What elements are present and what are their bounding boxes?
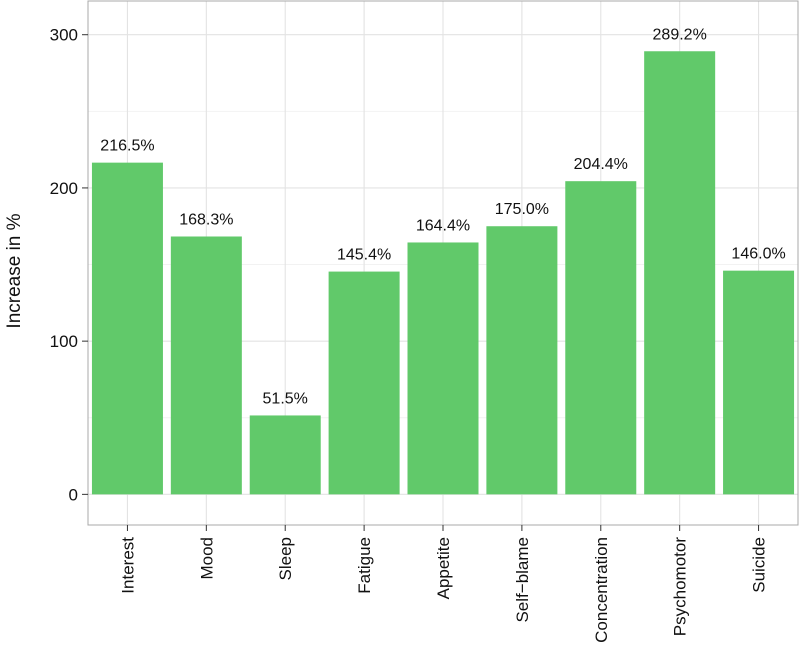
bar-suicide: [723, 270, 795, 495]
x-tick-label: Psychomotor: [671, 537, 690, 637]
data-label: 204.4%: [574, 156, 628, 173]
data-label: 216.5%: [100, 138, 154, 155]
x-tick-label: Concentration: [592, 537, 611, 643]
bars: [91, 51, 795, 495]
bar-psychomotor: [644, 51, 716, 495]
data-labels: 216.5% 168.3% 51.5% 145.4% 164.4% 175.0% 204.4…: [100, 26, 785, 407]
x-tick-label: Appetite: [434, 537, 453, 599]
data-label: 164.4%: [416, 217, 470, 234]
bar-interest: [91, 162, 163, 495]
data-label: 145.4%: [337, 247, 391, 264]
bar-fatigue: [328, 271, 400, 495]
bar-appetite: [407, 242, 479, 495]
data-label: 175.0%: [495, 201, 549, 218]
y-tick-label: 100: [50, 332, 78, 351]
data-label: 168.3%: [179, 211, 233, 228]
x-tick-label: Sleep: [276, 537, 295, 580]
y-tick-label: 0: [69, 485, 78, 504]
y-tick-label: 200: [50, 179, 78, 198]
x-tick-label: Fatigue: [355, 537, 374, 594]
x-tick-label: Suicide: [750, 537, 769, 593]
data-label: 146.0%: [731, 246, 785, 263]
x-tick-label: Self−blame: [513, 537, 532, 623]
data-label: 51.5%: [263, 390, 308, 407]
axes: 0 100 200 300 Interest Mood Sleep Fatigue Appeti…: [50, 0, 799, 643]
y-axis-label: Increase in %: [4, 213, 25, 328]
bar-sleep: [249, 415, 321, 495]
y-tick-label: 300: [50, 26, 78, 45]
bar-self-blame: [486, 226, 558, 495]
bar-concentration: [565, 181, 637, 495]
x-tick-label: Mood: [197, 537, 216, 580]
data-label: 289.2%: [653, 26, 707, 43]
x-tick-label: Interest: [118, 537, 137, 594]
bar-mood: [170, 236, 242, 495]
